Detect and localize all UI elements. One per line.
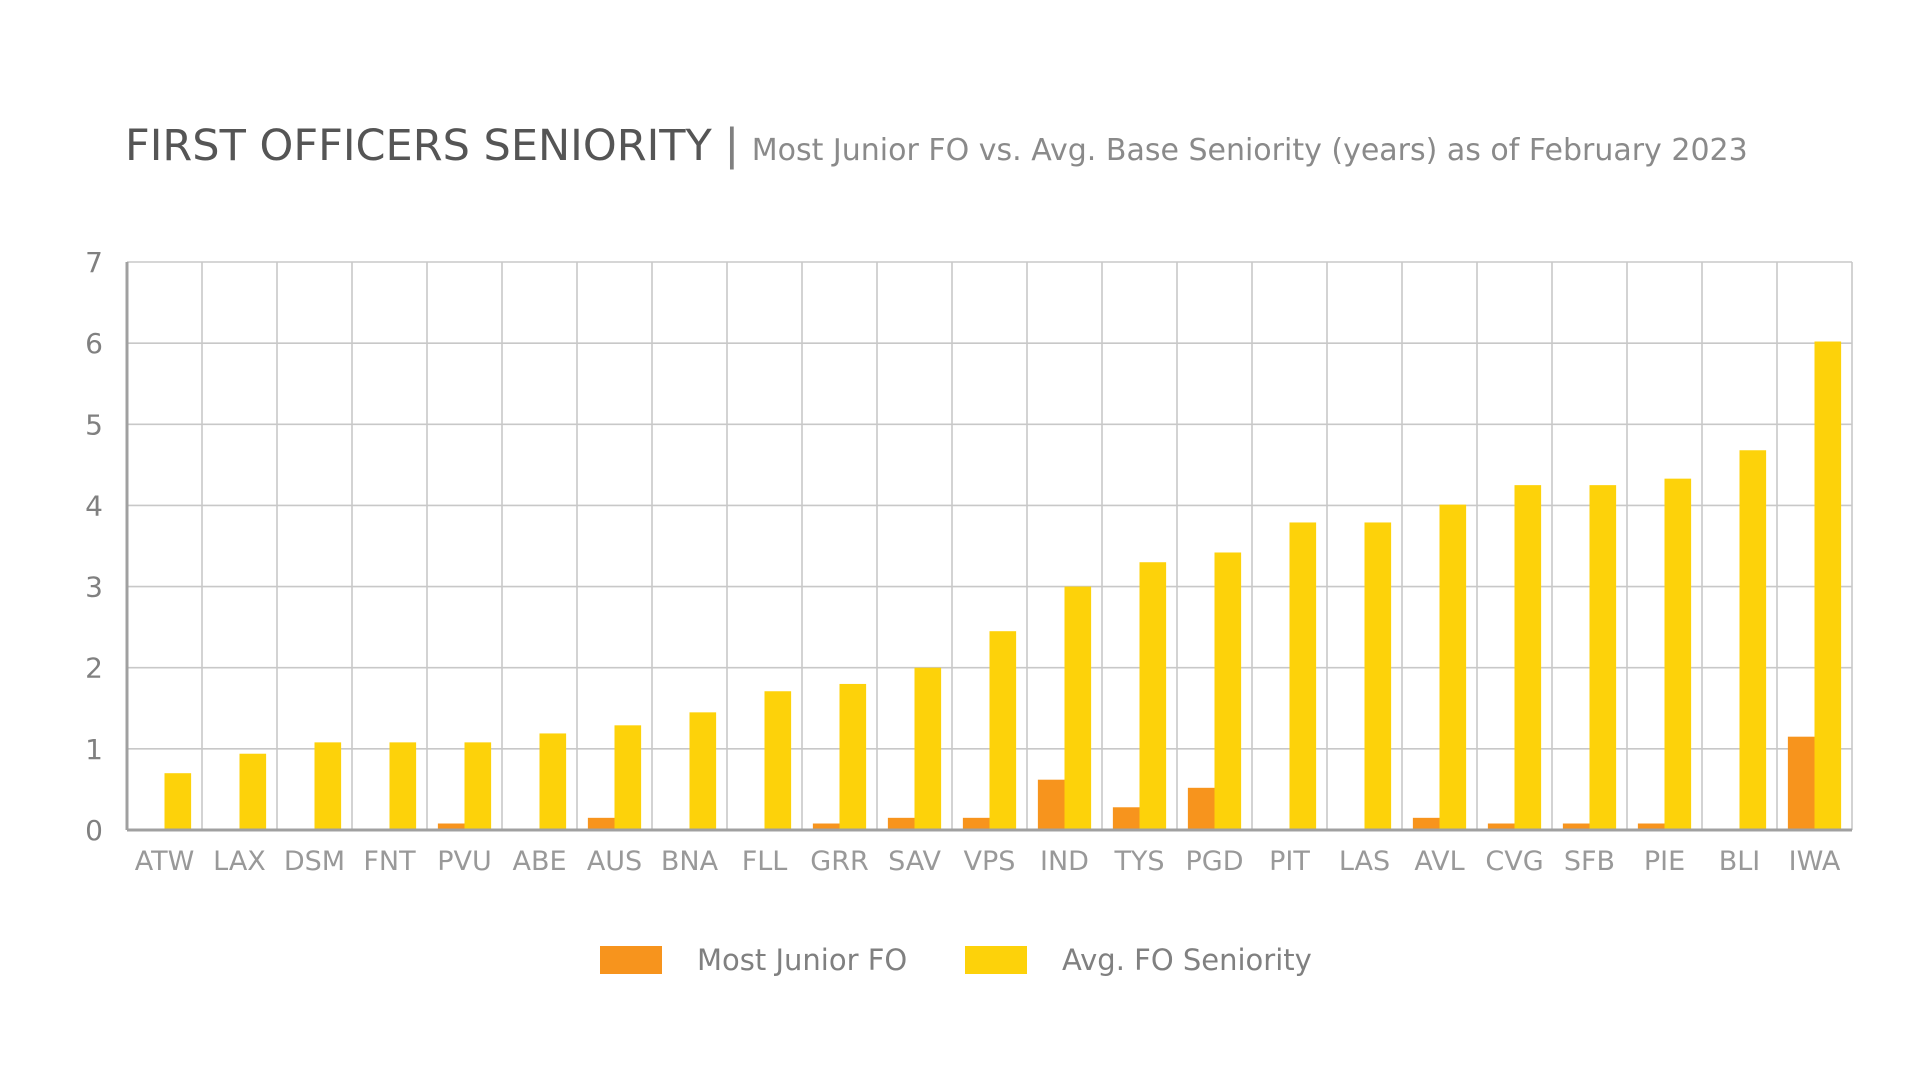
chart-title: FIRST OFFICERS SENIORITY: [125, 121, 713, 171]
bar-avg-fo-seniority: [1139, 562, 1167, 830]
bar-avg-fo-seniority: [839, 683, 867, 830]
y-tick-label: 1: [85, 733, 103, 766]
y-tick-label: 2: [85, 652, 103, 685]
x-tick-label: IND: [1040, 846, 1089, 877]
bar-most-junior-fo: [437, 823, 465, 830]
bar-avg-fo-seniority: [614, 725, 642, 830]
x-tick-label: LAS: [1339, 846, 1390, 877]
bar-avg-fo-seniority: [1664, 478, 1692, 830]
bars: [164, 341, 1842, 830]
bar-most-junior-fo: [1037, 779, 1065, 830]
x-tick-label: GRR: [810, 846, 868, 877]
bar-avg-fo-seniority: [1514, 485, 1542, 830]
bar-avg-fo-seniority: [239, 753, 267, 830]
x-tick-label: BNA: [661, 846, 719, 877]
x-axis-tick-labels: ATW LAX DSM FNT PVU ABE AUS BNA FLL GRR SAV VPS IND T…: [135, 846, 1841, 877]
bar-avg-fo-seniority: [389, 742, 417, 830]
bar-most-junior-fo: [962, 817, 990, 830]
x-tick-label: PGD: [1186, 846, 1244, 877]
bar-avg-fo-seniority: [1739, 450, 1767, 830]
legend-label: Most Junior FO: [697, 943, 907, 977]
y-tick-label: 5: [85, 408, 103, 441]
bar-avg-fo-seniority: [689, 712, 717, 830]
x-tick-label: IWA: [1789, 846, 1841, 877]
x-tick-label: FNT: [363, 846, 416, 877]
bar-most-junior-fo: [1412, 817, 1440, 830]
bar-avg-fo-seniority: [1289, 522, 1317, 830]
legend-swatch: [965, 946, 1027, 974]
bar-avg-fo-seniority: [1364, 522, 1392, 830]
axes: [125, 262, 1852, 832]
bar-avg-fo-seniority: [914, 667, 942, 830]
bar-avg-fo-seniority: [1064, 586, 1092, 830]
bar-avg-fo-seniority: [464, 742, 492, 830]
bar-avg-fo-seniority: [989, 631, 1017, 830]
x-tick-label: PIT: [1269, 846, 1310, 877]
bar-avg-fo-seniority: [1589, 485, 1617, 830]
bar-most-junior-fo: [1112, 807, 1140, 830]
x-tick-label: ABE: [512, 846, 566, 877]
y-tick-label: 0: [85, 814, 103, 847]
x-tick-label: PVU: [437, 846, 492, 877]
y-tick-label: 6: [85, 327, 103, 360]
y-axis-tick-labels: 0 1 2 3 4 5 6 7: [85, 246, 103, 847]
x-tick-label: FLL: [742, 846, 788, 877]
bar-most-junior-fo: [812, 823, 840, 830]
bar-most-junior-fo: [1487, 823, 1515, 830]
legend-label: Avg. FO Seniority: [1062, 943, 1312, 977]
bar-most-junior-fo: [1637, 823, 1665, 830]
chart-title-group: FIRST OFFICERS SENIORITY | Most Junior FO …: [125, 118, 1748, 171]
x-tick-label: LAX: [213, 846, 266, 877]
y-tick-label: 4: [85, 489, 103, 522]
legend: Most Junior FO Avg. FO Seniority: [600, 943, 1312, 977]
chart-subtitle: Most Junior FO vs. Avg. Base Seniority (…: [752, 133, 1748, 168]
bar-most-junior-fo: [1787, 736, 1815, 830]
x-tick-label: SAV: [888, 846, 941, 877]
x-tick-label: TYS: [1113, 846, 1164, 877]
x-tick-label: DSM: [284, 846, 345, 877]
bar-most-junior-fo: [887, 817, 915, 830]
bar-most-junior-fo: [587, 817, 615, 830]
x-tick-label: SFB: [1564, 846, 1615, 877]
bar-most-junior-fo: [1187, 787, 1215, 830]
x-tick-label: BLI: [1719, 846, 1761, 877]
x-tick-label: PIE: [1644, 846, 1685, 877]
x-tick-label: VPS: [964, 846, 1016, 877]
bar-avg-fo-seniority: [1814, 341, 1842, 830]
bar-avg-fo-seniority: [539, 733, 567, 830]
title-separator: |: [726, 118, 738, 170]
grid-lines: [127, 261, 1853, 830]
x-tick-label: AUS: [587, 846, 642, 877]
bar-most-junior-fo: [1562, 823, 1590, 830]
bar-avg-fo-seniority: [164, 773, 192, 830]
bar-avg-fo-seniority: [314, 742, 342, 830]
bar-avg-fo-seniority: [764, 691, 792, 830]
bar-avg-fo-seniority: [1439, 504, 1467, 830]
bar-avg-fo-seniority: [1214, 552, 1242, 830]
y-tick-label: 7: [85, 246, 103, 279]
y-tick-label: 3: [85, 571, 103, 604]
legend-swatch: [600, 946, 662, 974]
x-tick-label: AVL: [1414, 846, 1464, 877]
x-tick-label: CVG: [1485, 846, 1543, 877]
x-tick-label: ATW: [135, 846, 195, 877]
